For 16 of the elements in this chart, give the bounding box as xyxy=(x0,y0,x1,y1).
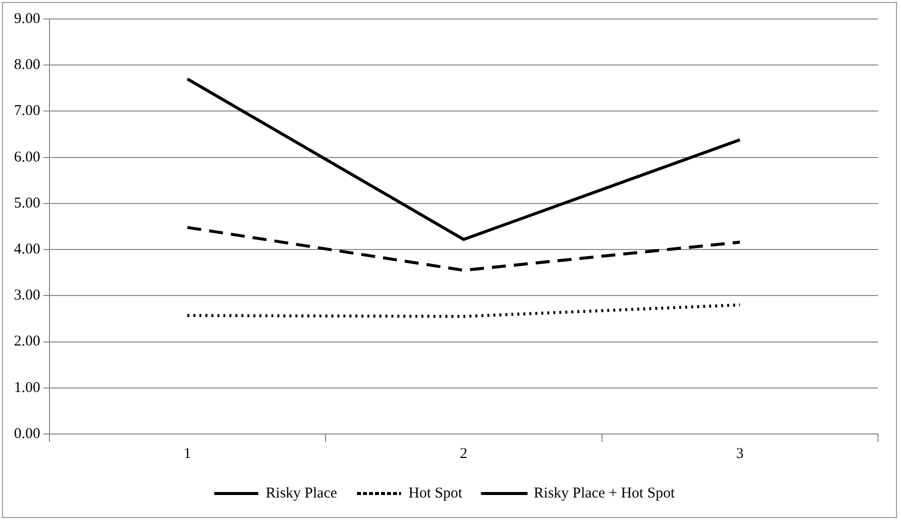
y-tick-label: 5.00 xyxy=(14,195,40,212)
y-tick-label: 1.00 xyxy=(14,380,40,396)
y-tick-label: 2.00 xyxy=(14,334,40,350)
y-tick-label: 9.00 xyxy=(14,10,40,27)
x-tick-label: 2 xyxy=(460,446,468,462)
x-tick-label: 3 xyxy=(736,446,744,462)
x-tick-label: 1 xyxy=(184,446,192,462)
y-tick-label: 7.00 xyxy=(14,103,40,120)
y-tick-label: 6.00 xyxy=(14,149,40,166)
legend-label: Risky Place + Hot Spot xyxy=(534,485,676,502)
legend-label: Risky Place xyxy=(266,485,338,502)
y-tick-label: 3.00 xyxy=(14,288,40,304)
y-tick-label: 0.00 xyxy=(14,426,40,442)
y-tick-label: 8.00 xyxy=(14,57,40,74)
y-tick-label: 4.00 xyxy=(14,241,40,258)
legend-label: Hot Spot xyxy=(408,485,464,502)
